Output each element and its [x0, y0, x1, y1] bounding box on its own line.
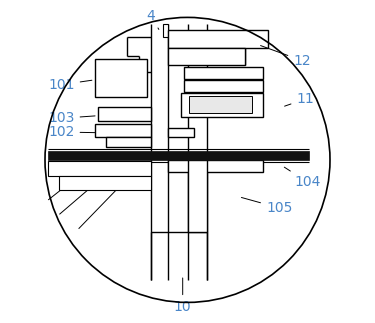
Bar	[106, 137, 151, 147]
Bar	[168, 30, 267, 48]
Bar	[48, 151, 309, 160]
Bar	[164, 24, 168, 36]
Text: 105: 105	[242, 197, 292, 215]
Text: 104: 104	[284, 167, 321, 189]
Bar	[184, 67, 263, 79]
Text: 12: 12	[261, 46, 311, 68]
Text: 101: 101	[48, 78, 92, 92]
Bar	[188, 160, 207, 232]
Text: 11: 11	[285, 92, 314, 106]
Text: 10: 10	[174, 278, 192, 314]
Bar	[181, 93, 263, 117]
Bar	[59, 176, 151, 190]
Bar	[48, 161, 151, 176]
Bar	[184, 79, 263, 92]
Bar	[94, 59, 147, 98]
Bar	[168, 48, 245, 66]
Text: 102: 102	[48, 125, 95, 139]
Bar	[189, 96, 252, 113]
Bar	[168, 160, 263, 172]
Bar	[168, 128, 194, 138]
Bar	[98, 107, 151, 121]
Text: 103: 103	[48, 111, 95, 125]
Text: 4: 4	[146, 9, 159, 29]
Bar	[94, 124, 151, 137]
